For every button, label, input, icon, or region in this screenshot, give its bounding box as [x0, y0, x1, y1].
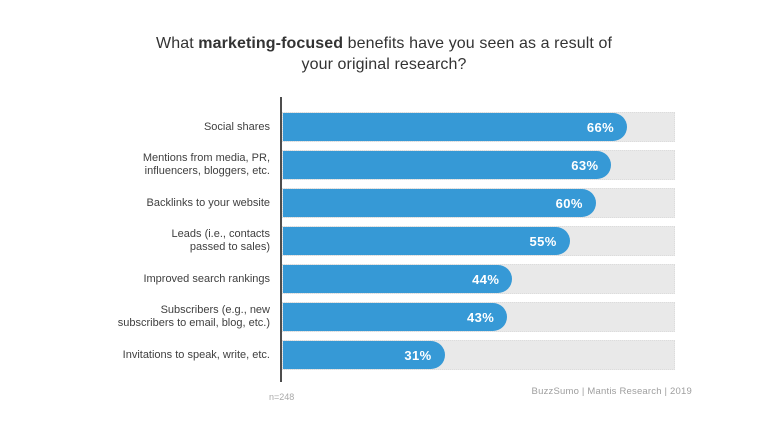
category-label: Social shares — [203, 120, 270, 133]
bar-track: 43% — [282, 302, 675, 332]
chart-title-text: What marketing-focused benefits have you… — [144, 33, 624, 75]
chart-rows: Social shares 66% Mentions from media, PR,… — [100, 112, 675, 378]
title-bold-phrase: marketing-focused — [198, 35, 344, 52]
bar-track: 63% — [282, 150, 675, 180]
category-label: Improved search rankings — [143, 272, 270, 285]
category-label: Invitations to speak, write, etc. — [122, 348, 270, 361]
bar: 31% — [283, 341, 445, 369]
bar-row: Leads (i.e., contacts passed to sales) 55… — [100, 226, 675, 256]
sample-size-note: n=248 — [269, 392, 295, 402]
bar-row: Social shares 66% — [100, 112, 675, 142]
bar: 44% — [283, 265, 513, 293]
bar-track: 55% — [282, 226, 675, 256]
category-label: Leads (i.e., contacts passed to sales) — [171, 228, 270, 253]
bar-value-label: 63% — [571, 157, 599, 173]
title-prefix: What — [156, 35, 199, 52]
bar-value-label: 31% — [404, 347, 432, 363]
bar-row: Mentions from media, PR, influencers, bl… — [100, 150, 675, 180]
category-label: Backlinks to your website — [146, 196, 271, 209]
bar-row: Invitations to speak, write, etc. 31% — [100, 340, 675, 370]
bar-track: 60% — [282, 188, 675, 218]
bar-track: 31% — [282, 340, 675, 370]
bar-track: 44% — [282, 264, 675, 294]
bar-value-label: 43% — [466, 309, 495, 325]
y-axis-line — [280, 97, 282, 382]
bar-row: Improved search rankings 44% — [100, 264, 675, 294]
source-attribution: BuzzSumo | Mantis Research | 2019 — [531, 386, 692, 397]
bar: 55% — [283, 227, 570, 255]
category-label: Mentions from media, PR, influencers, bl… — [142, 152, 270, 177]
bar: 66% — [283, 113, 628, 141]
title-suffix: benefits have you seen as a result of yo… — [301, 35, 612, 73]
bar-value-label: 66% — [586, 119, 615, 135]
bar-value-label: 60% — [555, 195, 583, 211]
category-label: Subscribers (e.g., new subscribers to em… — [117, 304, 270, 329]
bar-track: 66% — [282, 112, 675, 142]
bar-value-label: 44% — [472, 271, 500, 287]
chart-title: What marketing-focused benefits have you… — [0, 33, 768, 75]
bar: 60% — [283, 189, 596, 217]
bar-row: Subscribers (e.g., new subscribers to em… — [100, 302, 675, 332]
bar: 63% — [283, 151, 612, 179]
bar-value-label: 55% — [529, 233, 557, 249]
bar-row: Backlinks to your website 60% — [100, 188, 675, 218]
bar: 43% — [283, 303, 508, 331]
